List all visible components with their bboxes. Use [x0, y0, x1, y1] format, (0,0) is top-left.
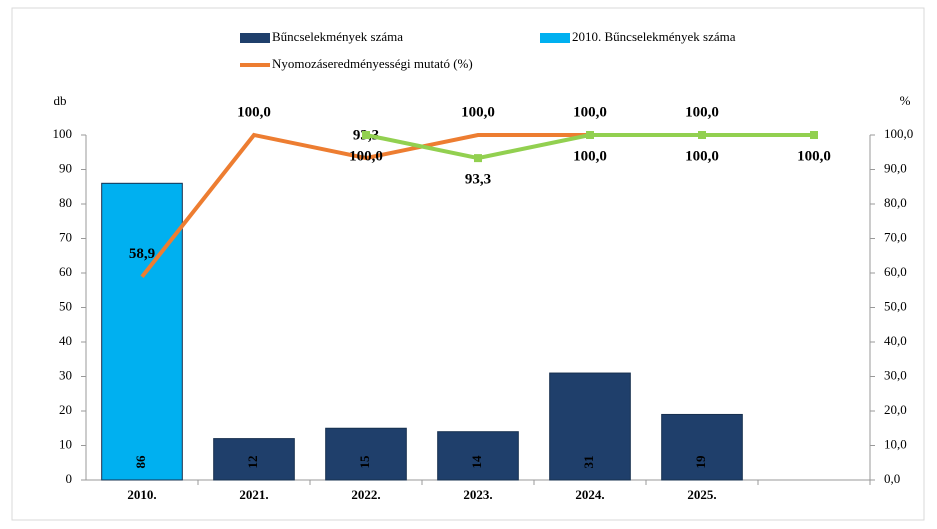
- line-value-label: 100,0: [685, 148, 719, 164]
- y2-tick-label: 40,0: [884, 333, 907, 348]
- x-tick-label: 2021.: [239, 487, 268, 502]
- line-value-label: 100,0: [237, 104, 271, 120]
- y-tick-label: 70: [59, 229, 72, 244]
- line-value-label: 100,0: [349, 148, 383, 164]
- line-marker: [810, 131, 818, 139]
- y2-tick-label: 10,0: [884, 436, 907, 451]
- y2-tick-label: 80,0: [884, 195, 907, 210]
- y2-axis-label: %: [900, 93, 911, 108]
- y2-tick-label: 50,0: [884, 298, 907, 313]
- y-tick-label: 10: [59, 436, 72, 451]
- x-tick-label: 2023.: [463, 487, 492, 502]
- line-marker: [474, 154, 482, 162]
- bar-value-label: 19: [693, 455, 708, 469]
- y-tick-label: 0: [66, 471, 73, 486]
- y2-tick-label: 100,0: [884, 126, 913, 141]
- y-tick-label: 60: [59, 264, 72, 279]
- line-marker: [362, 131, 370, 139]
- y2-tick-label: 30,0: [884, 367, 907, 382]
- y-tick-label: 50: [59, 298, 72, 313]
- bar: [102, 183, 183, 480]
- line-value-label: 100,0: [685, 104, 719, 120]
- y-tick-label: 80: [59, 195, 72, 210]
- legend-swatch: [240, 33, 270, 43]
- y-tick-label: 100: [53, 126, 73, 141]
- x-tick-label: 2022.: [351, 487, 380, 502]
- bar-value-label: 14: [469, 455, 484, 469]
- legend-label: 2010. Bűncselekmények száma: [572, 29, 736, 44]
- line-value-label: 100,0: [797, 148, 831, 164]
- y2-tick-label: 90,0: [884, 160, 907, 175]
- legend-label: Nyomozáseredményességi mutató (%): [272, 56, 473, 71]
- line-value-label: 100,0: [573, 104, 607, 120]
- x-tick-label: 2024.: [575, 487, 604, 502]
- y-tick-label: 20: [59, 402, 72, 417]
- bar: [662, 414, 743, 480]
- bar: [326, 428, 407, 480]
- line-marker: [586, 131, 594, 139]
- y2-tick-label: 60,0: [884, 264, 907, 279]
- line-value-label: 58,9: [129, 246, 155, 262]
- bar-value-label: 12: [245, 456, 260, 469]
- bar-value-label: 15: [357, 455, 372, 469]
- line-marker: [698, 131, 706, 139]
- line-value-label: 100,0: [461, 104, 495, 120]
- legend-label: Bűncselekmények száma: [272, 29, 403, 44]
- y-tick-label: 40: [59, 333, 72, 348]
- line-value-label: 93,3: [465, 172, 491, 188]
- legend-swatch: [540, 33, 570, 43]
- y2-tick-label: 0,0: [884, 471, 900, 486]
- y-tick-label: 90: [59, 160, 72, 175]
- y-axis-label: db: [54, 93, 67, 108]
- bar-value-label: 86: [133, 455, 148, 469]
- y2-tick-label: 20,0: [884, 402, 907, 417]
- y-tick-label: 30: [59, 367, 72, 382]
- y2-tick-label: 70,0: [884, 229, 907, 244]
- bar-value-label: 31: [581, 456, 596, 469]
- line-value-label: 100,0: [573, 148, 607, 164]
- chart: db % 0 10 20 30 40 50 60 70 80 90 100 0,0 10,0 20,0 30…: [0, 0, 937, 529]
- x-tick-label: 2010.: [127, 487, 156, 502]
- x-tick-label: 2025.: [687, 487, 716, 502]
